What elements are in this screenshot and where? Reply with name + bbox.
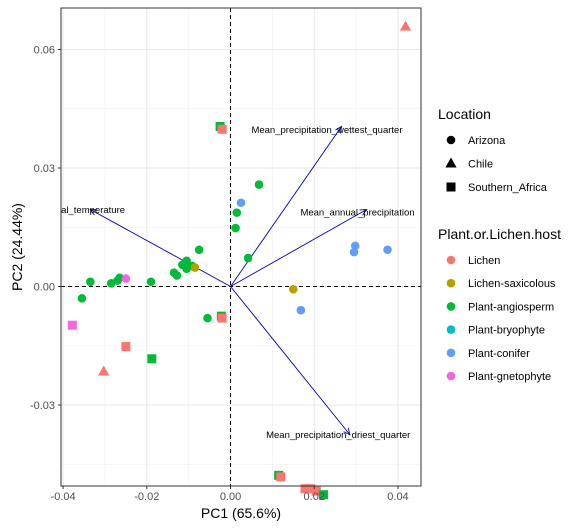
x-tick-label: 0.00 <box>220 491 241 503</box>
loading-arrowhead <box>359 208 368 216</box>
panel-border <box>60 7 422 487</box>
data-point <box>254 180 264 189</box>
legend-host: Plant.or.Lichen.host Lichen Lichen-saxico… <box>438 226 561 383</box>
data-point <box>217 313 227 323</box>
data-point <box>289 284 298 294</box>
y-axis-title: PC2 (24.44%) <box>9 203 25 291</box>
data-point <box>231 223 240 233</box>
legend-host-label: Plant-gnetophyte <box>468 371 551 383</box>
loading-arrow <box>230 286 351 435</box>
data-point <box>232 208 242 217</box>
plot-panel <box>61 8 421 486</box>
y-tick-label: 0.03 <box>34 163 55 175</box>
legend-host-label: Plant-angiosperm <box>468 301 554 313</box>
legend-host-key <box>446 255 456 265</box>
data-point <box>217 124 227 134</box>
data-point <box>236 198 246 208</box>
legend-host-key <box>446 302 456 311</box>
data-point <box>67 320 77 330</box>
data-point <box>121 342 131 352</box>
data-point <box>194 245 204 255</box>
data-point <box>399 20 412 31</box>
data-point <box>276 472 286 482</box>
data-point <box>182 264 191 274</box>
legend-location-label: Arizona <box>468 135 506 147</box>
data-point <box>77 294 87 303</box>
x-axis-title: PC1 (65.6%) <box>201 505 281 521</box>
data-points <box>67 20 412 500</box>
loading-label: Mean_annual_temperature <box>11 205 125 216</box>
data-point <box>106 279 116 288</box>
y-tick-label: -0.03 <box>30 400 55 412</box>
legend-host-label: Plant-conifer <box>468 348 530 360</box>
y-tick-label: 0.00 <box>34 282 55 294</box>
legend-location-label: Chile <box>468 159 493 171</box>
loading-arrow <box>90 209 231 287</box>
legend-host-key <box>446 371 456 381</box>
data-point <box>306 484 316 494</box>
loading-arrowhead <box>89 208 98 216</box>
loading-label: Mean_annual_precipitation <box>300 208 414 219</box>
data-point <box>300 484 310 494</box>
data-point <box>121 274 131 283</box>
loading-arrow <box>230 209 367 287</box>
data-point <box>172 271 182 280</box>
data-point <box>86 277 95 287</box>
legend-host-title: Plant.or.Lichen.host <box>438 226 561 242</box>
legend-host-key <box>446 325 456 334</box>
data-point <box>243 253 253 263</box>
loading-arrowhead <box>335 125 343 134</box>
data-point <box>311 486 321 496</box>
legend-location-key <box>446 182 456 192</box>
data-point <box>146 277 156 287</box>
data-point <box>349 247 359 257</box>
data-point <box>190 263 200 272</box>
legend-location: Location Arizona Chile Southern_Africa <box>438 106 548 194</box>
data-point <box>318 490 328 500</box>
legend-host-label: Plant-bryophyte <box>468 325 545 337</box>
loading-label: Mean_precipitation_wettest_quarter <box>251 125 402 136</box>
legend-host-key <box>446 348 456 358</box>
data-point <box>203 313 212 323</box>
x-tick-label: -0.04 <box>51 491 76 503</box>
legend-host-label: Lichen-saxicolous <box>468 278 556 290</box>
data-point <box>147 354 157 364</box>
legend-location-title: Location <box>438 106 491 122</box>
loading-label: Mean_precipitation_driest_quarter <box>266 430 410 441</box>
x-tick-label: 0.04 <box>387 491 408 503</box>
legend-location-label: Southern_Africa <box>468 182 548 194</box>
legend-host-key <box>446 278 456 288</box>
legend-host-label: Lichen <box>468 255 500 267</box>
y-tick-label: 0.06 <box>34 44 55 56</box>
axes: -0.04 -0.02 0.00 0.02 0.04 -0.03 0.00 0.03 0.06 <box>30 7 422 503</box>
x-tick-label: -0.02 <box>134 491 159 503</box>
data-point <box>98 365 110 376</box>
data-point <box>383 245 392 255</box>
legend-location-key <box>445 157 457 168</box>
legend-location-key <box>446 135 456 145</box>
reference-lines <box>61 8 421 486</box>
data-point <box>296 305 306 315</box>
x-tick-label: 0.02 <box>304 491 325 503</box>
loading-arrowhead <box>343 427 351 436</box>
panel-background <box>61 8 421 486</box>
